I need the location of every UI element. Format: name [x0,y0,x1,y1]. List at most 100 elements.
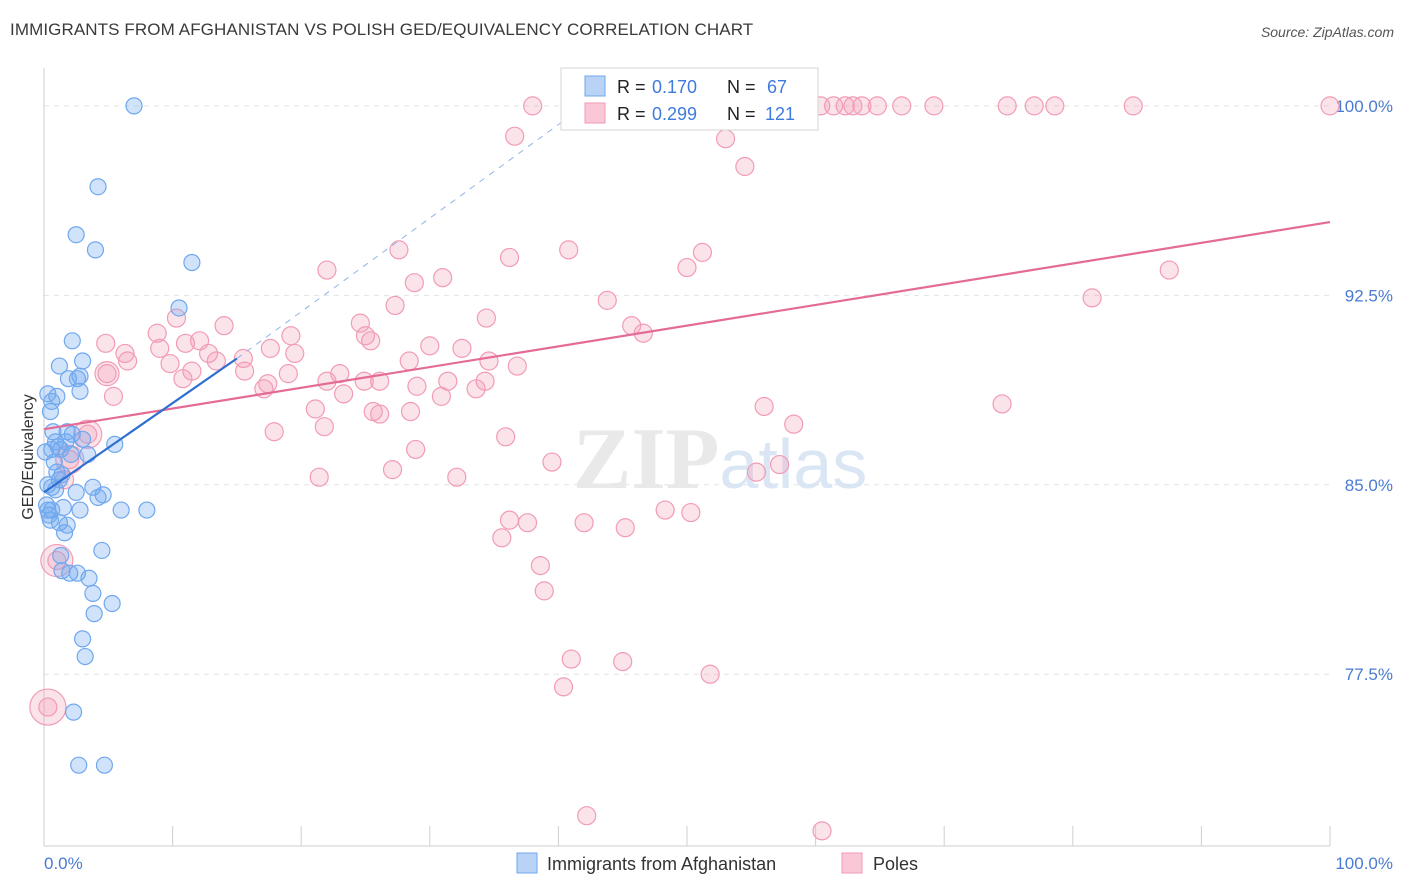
poles-point [1045,96,1065,116]
poles-point [867,96,887,116]
poles-point [406,439,426,460]
afghanistan-point [89,488,107,507]
poles-point [214,316,234,336]
poles-point [235,361,255,381]
afghanistan-point [112,501,130,519]
poles-point [1320,96,1340,116]
y-tick-label: 100.0% [1335,97,1393,116]
poles-point [420,336,440,356]
poles-point [824,96,844,116]
bottom-legend-label-poles: Poles [873,854,918,874]
poles-point [452,338,472,358]
poles-point [479,351,499,371]
poles-point [431,386,451,406]
poles-point [103,386,124,406]
poles-point [597,290,617,310]
afghanistan-point [183,253,201,272]
poles-point [613,652,633,672]
poles-point [278,364,298,384]
poles-point [812,821,832,841]
afghanistan-point [36,443,54,461]
poles-point [260,338,280,358]
afghanistan-point [59,370,78,388]
poles-points [29,96,1340,841]
afghanistan-point [73,630,92,648]
afghanistan-point [41,402,60,421]
x-tick-label: 100.0% [1335,854,1393,873]
poles-point [160,353,180,374]
poles-point [769,454,790,475]
y-tick-label: 77.5% [1345,665,1393,684]
afghanistan-point [64,703,83,721]
legend-n-label-2: N = [727,104,756,124]
afghanistan-point [52,546,70,565]
poles-point [175,333,196,353]
afghanistan-point [71,501,89,519]
y-tick-label: 85.0% [1345,476,1393,495]
afghanistan-point [103,594,121,613]
afghanistan-point [93,541,111,560]
poles-point [38,697,58,717]
bottom-legend-swatch-pink [841,852,863,874]
poles-point [574,513,594,533]
afghanistan-point [68,370,87,388]
poles-point [1159,260,1179,280]
poles-point [715,129,736,149]
afghanistan-point [48,387,66,405]
poles-point [542,452,562,472]
poles-point [78,424,98,444]
poles-point [399,351,419,371]
axes [43,68,1330,847]
legend-r-value-1: 0.170 [652,77,697,97]
poles-point [517,513,538,533]
afghanistan-point [67,483,85,501]
poles-point [1082,288,1102,308]
poles-point [835,96,855,116]
legend-r-label-1: R = [617,77,646,97]
poles-point [692,242,713,262]
afghanistan-trend-extension [236,105,585,359]
poles-point [534,581,554,601]
poles-point [305,399,325,419]
afghanistan-point [71,382,89,400]
poles-point [317,260,337,280]
poles-point [852,96,872,116]
afghanistan-points [36,97,201,774]
poles-point [553,677,574,697]
poles-trend-line [43,220,1331,431]
poles-point [317,371,337,391]
poles-point [992,394,1012,414]
poles-point [382,460,403,480]
poles-point [655,500,675,520]
poles-point [496,427,516,447]
poles-point [499,510,520,530]
poles-point [677,257,697,278]
poles-point [754,396,774,417]
legend-box: R = 0.170 N = 67 R = 0.299 N = 121 [560,67,819,131]
poles-point [892,96,912,116]
afghanistan-point [67,226,85,244]
poles-point [433,268,453,288]
poles-point [746,462,767,482]
poles-point [523,96,543,116]
poles-point [94,361,120,387]
poles-point [505,126,525,146]
poles-point [334,384,354,404]
legend-r-value-2: 0.299 [652,104,697,124]
poles-point [350,313,370,333]
poles-point [407,376,427,396]
afghanistan-point [86,241,105,259]
poles-point [173,369,193,389]
poles-point [281,326,301,346]
poles-point [97,364,117,384]
afghanistan-point [80,569,98,587]
poles-point [924,96,944,116]
afghanistan-point [170,299,188,317]
trend-lines [43,105,1331,494]
afghanistan-point [138,501,156,519]
poles-point [314,417,334,437]
afghanistan-point [48,463,66,481]
afghanistan-point [95,756,114,774]
poles-point [499,247,520,268]
